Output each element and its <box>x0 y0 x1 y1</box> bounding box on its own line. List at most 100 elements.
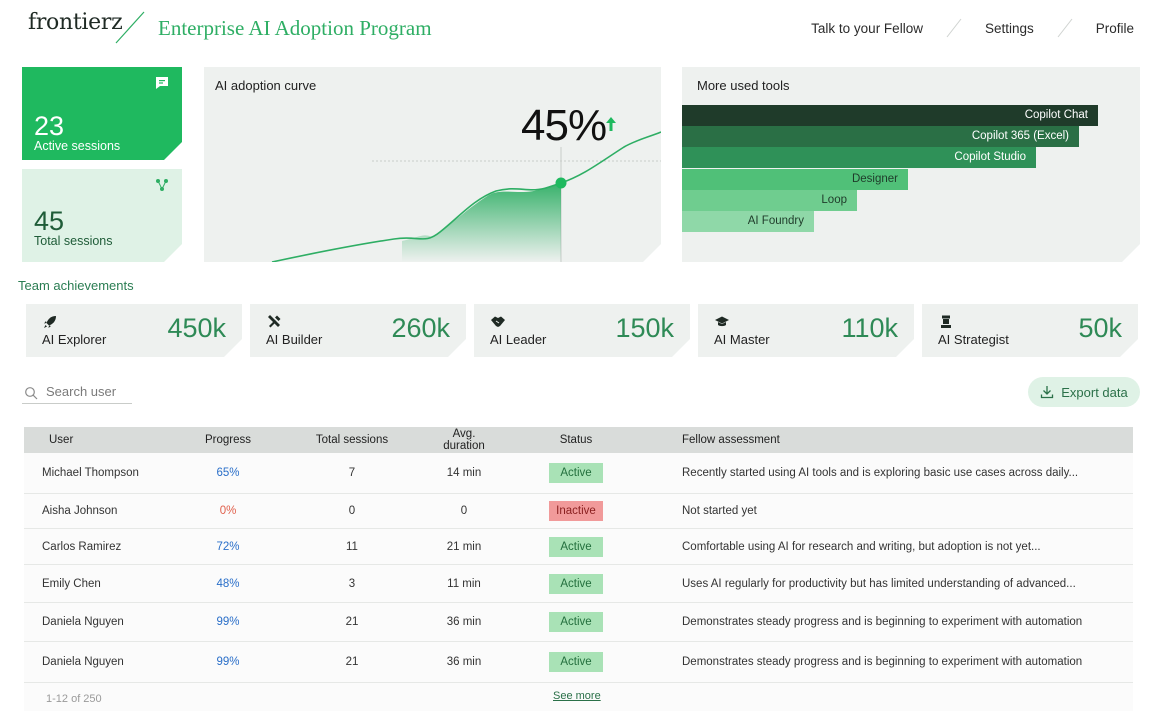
header-fellow-assessment[interactable]: Fellow assessment <box>682 434 780 446</box>
achievement-label: AI Master <box>714 332 770 347</box>
cell-progress: 0% <box>219 505 237 517</box>
nav-profile[interactable]: Profile <box>1095 20 1134 36</box>
header-avg-duration[interactable]: Avg. duration <box>443 428 485 452</box>
achievement-card: AI Strategist 50k <box>922 304 1138 357</box>
cell-status: Inactive <box>496 501 656 521</box>
table-row[interactable]: Aisha Johnson 0% 0 0 Inactive Not starte… <box>24 494 1133 529</box>
cell-sessions: 0 <box>348 505 356 517</box>
tools-icon <box>266 314 282 330</box>
achievement-value: 50k <box>1078 313 1122 343</box>
active-sessions-card: 23 Active sessions <box>22 67 182 160</box>
cell-assessment: Recently started using AI tools and is e… <box>682 467 1079 479</box>
status-badge: Inactive <box>549 501 603 521</box>
table-header: User Progress Total sessions Avg. durati… <box>24 427 1133 453</box>
nav-talk-to-fellow[interactable]: Talk to your Fellow <box>811 20 923 36</box>
curve-line <box>272 132 661 262</box>
cell-user: Aisha Johnson <box>42 505 118 517</box>
achievement-value: 260k <box>391 313 450 343</box>
cell-assessment: Demonstrates steady progress and is begi… <box>682 616 1083 628</box>
nav-separator <box>1057 18 1073 38</box>
table-row[interactable]: Daniela Nguyen 99% 21 36 min Active Demo… <box>24 642 1133 683</box>
adoption-curve-chart <box>204 67 661 262</box>
adoption-curve-title: AI adoption curve <box>215 78 317 93</box>
search-box <box>22 382 132 404</box>
achievement-card: AI Master 110k <box>698 304 914 357</box>
tool-bar: Designer <box>682 169 908 190</box>
cell-assessment: Demonstrates steady progress and is begi… <box>682 656 1083 668</box>
program-title: Enterprise AI Adoption Program <box>158 16 432 40</box>
logo[interactable]: frontierz <box>28 10 123 35</box>
adoption-percent: 45% <box>521 101 607 150</box>
chess-icon <box>938 314 954 330</box>
cell-status: Active <box>496 652 656 672</box>
tool-bar: Copilot Studio <box>682 147 1036 168</box>
header-total-sessions[interactable]: Total sessions <box>315 434 389 446</box>
pagination-info: 1-12 of 250 <box>46 693 102 705</box>
cell-sessions: 21 <box>345 616 359 628</box>
cell-status: Active <box>496 612 656 632</box>
chat-icon <box>154 75 170 91</box>
handshake-icon <box>490 314 506 330</box>
total-sessions-label: Total sessions <box>34 234 113 248</box>
see-more-link[interactable]: See more <box>553 690 601 702</box>
tool-bar: Loop <box>682 190 857 211</box>
table-row[interactable]: Michael Thompson 65% 7 14 min Active Rec… <box>24 453 1133 494</box>
table-row[interactable]: Carlos Ramirez 72% 11 21 min Active Comf… <box>24 529 1133 565</box>
export-data-button[interactable]: Export data <box>1028 377 1140 407</box>
adoption-curve-panel: AI adoption curve 45% <box>204 67 661 262</box>
cell-user: Michael Thompson <box>42 467 139 479</box>
search-input[interactable] <box>46 384 132 399</box>
status-badge: Active <box>549 463 603 483</box>
cell-sessions: 7 <box>348 467 356 479</box>
achievement-label: AI Strategist <box>938 332 1009 347</box>
graduation-cap-icon <box>714 314 730 330</box>
status-badge: Active <box>549 652 603 672</box>
table-row[interactable]: Daniela Nguyen 99% 21 36 min Active Demo… <box>24 603 1133 642</box>
cell-sessions: 3 <box>348 577 356 590</box>
cell-progress: 72% <box>216 540 240 553</box>
table-row[interactable]: Emily Chen 48% 3 11 min Active Uses AI r… <box>24 565 1133 603</box>
active-sessions-label: Active sessions <box>34 139 121 153</box>
cell-duration: 36 min <box>446 656 482 668</box>
achievement-value: 110k <box>841 313 898 343</box>
header-user[interactable]: User <box>49 434 74 446</box>
cell-progress: 65% <box>216 467 240 479</box>
total-sessions-value: 45 <box>34 206 65 236</box>
header: frontierz Enterprise AI Adoption Program… <box>0 0 1160 58</box>
nav-separator <box>946 18 962 38</box>
users-table: User Progress Total sessions Avg. durati… <box>24 427 1133 711</box>
cell-duration: 36 min <box>446 616 482 628</box>
status-badge: Active <box>549 612 603 632</box>
logo-slash <box>115 11 145 44</box>
cell-sessions: 21 <box>345 656 359 668</box>
status-badge: Active <box>549 573 603 594</box>
cell-assessment: Uses AI regularly for productivity but h… <box>682 577 1076 590</box>
tools-title: More used tools <box>697 78 790 93</box>
curve-area <box>402 183 561 262</box>
cell-duration: 0 <box>460 505 468 517</box>
cell-sessions: 11 <box>346 540 358 553</box>
network-icon <box>154 177 170 193</box>
tool-bar: AI Foundry <box>682 211 814 232</box>
cell-progress: 99% <box>216 656 240 668</box>
achievement-card: AI Explorer 450k <box>26 304 242 357</box>
tool-bar: Copilot 365 (Excel) <box>682 126 1079 147</box>
cell-user: Daniela Nguyen <box>42 616 124 628</box>
cell-status: Active <box>496 573 656 594</box>
cell-assessment: Comfortable using AI for research and wr… <box>682 540 1041 553</box>
nav-settings[interactable]: Settings <box>984 20 1034 36</box>
curve-marker-point <box>556 178 567 189</box>
achievement-label: AI Builder <box>266 332 323 347</box>
active-sessions-value: 23 <box>34 111 65 141</box>
header-progress[interactable]: Progress <box>204 434 252 446</box>
cell-duration: 21 min <box>446 540 482 553</box>
cell-user: Carlos Ramirez <box>42 540 122 553</box>
cell-progress: 99% <box>216 616 240 628</box>
header-status[interactable]: Status <box>559 434 593 446</box>
achievement-label: AI Leader <box>490 332 547 347</box>
cell-duration: 11 min <box>447 577 481 590</box>
cell-duration: 14 min <box>446 467 482 479</box>
team-achievements-title: Team achievements <box>18 278 134 293</box>
cell-user: Emily Chen <box>42 577 101 590</box>
top-nav: Talk to your Fellow Settings Profile <box>811 18 1134 38</box>
